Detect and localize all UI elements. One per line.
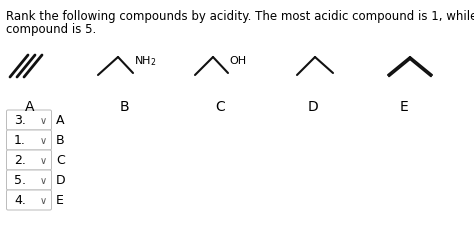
Text: Rank the following compounds by acidity. The most acidic compound is 1, while th: Rank the following compounds by acidity.… — [6, 10, 474, 23]
Text: 2.: 2. — [14, 154, 26, 168]
FancyBboxPatch shape — [7, 110, 52, 130]
Text: 1.: 1. — [14, 134, 26, 148]
Text: compound is 5.: compound is 5. — [6, 23, 96, 36]
Text: 5.: 5. — [14, 175, 26, 188]
FancyBboxPatch shape — [7, 170, 52, 190]
FancyBboxPatch shape — [7, 130, 52, 150]
Text: 4.: 4. — [14, 195, 26, 208]
Text: E: E — [400, 100, 409, 114]
Text: NH$_2$: NH$_2$ — [134, 54, 156, 68]
Text: C: C — [215, 100, 225, 114]
Text: 3.: 3. — [14, 114, 26, 128]
FancyBboxPatch shape — [7, 150, 52, 170]
Text: A: A — [56, 114, 64, 128]
Text: C: C — [56, 154, 65, 168]
Text: ∨: ∨ — [39, 196, 46, 206]
Text: D: D — [308, 100, 319, 114]
Text: ∨: ∨ — [39, 176, 46, 186]
Text: ∨: ∨ — [39, 136, 46, 146]
Text: B: B — [56, 134, 64, 148]
Text: A: A — [25, 100, 35, 114]
Text: OH: OH — [229, 56, 246, 66]
Text: B: B — [120, 100, 129, 114]
Text: ∨: ∨ — [39, 156, 46, 166]
Text: ∨: ∨ — [39, 116, 46, 126]
Text: E: E — [56, 195, 64, 208]
Text: D: D — [56, 175, 65, 188]
FancyBboxPatch shape — [7, 190, 52, 210]
